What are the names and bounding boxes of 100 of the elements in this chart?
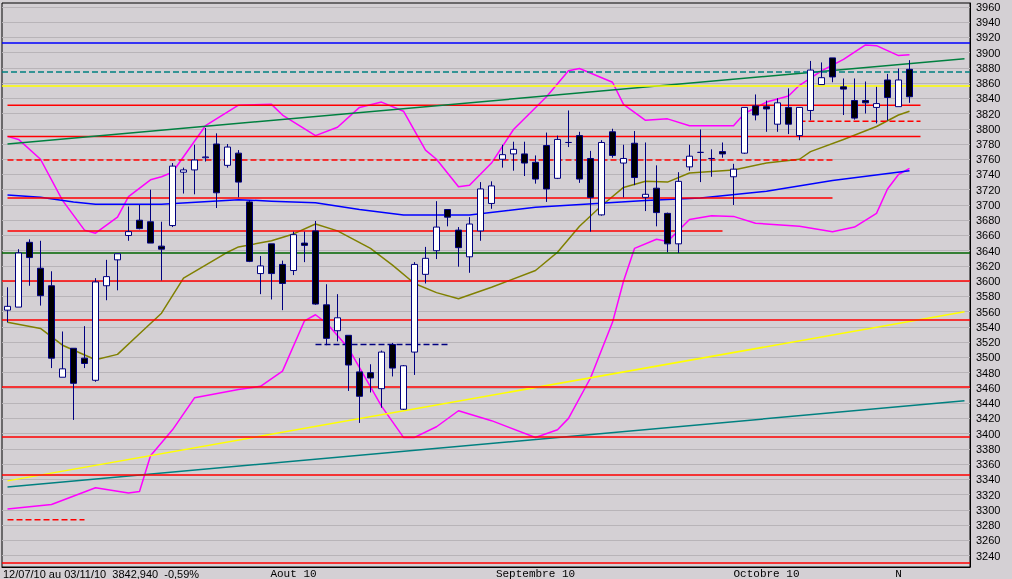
candlestick (796, 106, 803, 141)
candlestick (37, 240, 44, 307)
candlestick (587, 150, 594, 233)
candlestick (4, 286, 11, 323)
candlestick (70, 347, 77, 421)
y-tick-label: 3300 (976, 503, 1001, 516)
y-tick-label: 3720 (976, 183, 1001, 196)
candlestick (697, 129, 704, 183)
candlestick (807, 60, 814, 121)
candlestick (598, 139, 605, 217)
candlestick (840, 77, 847, 116)
y-tick-label: 3780 (976, 138, 1001, 150)
candlestick (818, 61, 825, 86)
candlestick (686, 144, 693, 172)
y-tick-label: 3420 (976, 412, 1001, 425)
candlestick (576, 131, 583, 184)
x-tick-label: Septembre 10 (495, 567, 576, 579)
candlestick (334, 293, 341, 342)
y-tick-label: 3600 (976, 275, 1001, 288)
candlestick (367, 363, 374, 393)
y-tick-label: 3820 (976, 107, 1001, 120)
candlestick (26, 238, 33, 287)
candlestick (444, 209, 451, 227)
y-tick-label: 3500 (976, 351, 1001, 364)
candlestick (15, 248, 22, 308)
candlestick (378, 350, 385, 409)
candlestick (906, 59, 913, 104)
y-tick-label: 3400 (976, 427, 1001, 440)
candlestick (488, 180, 495, 210)
y-tick-label: 3560 (976, 305, 1001, 318)
candlestick (609, 128, 616, 159)
y-tick-label: 3760 (976, 153, 1001, 166)
candlestick (59, 330, 66, 378)
line-series (6, 44, 911, 234)
candlestick (752, 93, 759, 121)
x-tick-label: Aout 10 (270, 567, 317, 579)
text: 12/07/10 au 03/11/10 3842,940 -0,59% (3, 567, 200, 579)
y-tick-label: 3740 (976, 168, 1001, 181)
y-tick-label: 3940 (976, 16, 1001, 29)
line-series (6, 110, 911, 361)
x-tick-label: Octobre 10 (733, 567, 800, 579)
y-tick-label: 3680 (976, 214, 1001, 227)
candlestick (741, 106, 748, 155)
candlestick (422, 246, 429, 284)
candlestick (774, 97, 781, 133)
candlestick (873, 86, 880, 124)
y-tick-label: 3260 (976, 534, 1001, 547)
candlestick (114, 253, 121, 291)
y-tick-label: 3340 (976, 473, 1001, 486)
candlestick (708, 148, 715, 178)
y-tick-label: 3960 (976, 0, 1001, 13)
y-tick-label: 3920 (976, 31, 1001, 44)
x-tick-label: N (895, 567, 902, 579)
candlestick (235, 149, 242, 198)
candlestick (653, 164, 660, 227)
candlestick (92, 277, 99, 383)
candlestick (631, 130, 638, 186)
candlestick (400, 364, 407, 411)
candlestick (312, 220, 319, 306)
y-tick-label: 3320 (976, 488, 1001, 501)
candlestick (356, 357, 363, 424)
candlestick (763, 100, 770, 133)
candlestick (510, 141, 517, 172)
candlestick (191, 144, 198, 195)
candlestick (180, 167, 187, 195)
candlestick (499, 144, 506, 169)
candlestick (268, 243, 275, 300)
candlestick (620, 144, 627, 198)
y-tick-label: 3480 (976, 366, 1001, 379)
candlestick (136, 204, 143, 230)
candlestick (664, 212, 671, 253)
candlestick (719, 141, 726, 159)
y-tick-label: 3440 (976, 397, 1001, 410)
candlestick (554, 135, 561, 180)
y-tick-label: 3540 (976, 320, 1001, 333)
candlestick (532, 154, 539, 185)
candlestick (125, 206, 132, 242)
candlestick (895, 68, 902, 108)
y-tick-label: 3580 (976, 290, 1001, 303)
candlestick (103, 259, 110, 301)
candlestick (466, 216, 473, 274)
line-series (6, 169, 911, 216)
candlestick (202, 127, 209, 163)
candlestick (862, 81, 869, 115)
candlestick (675, 171, 682, 254)
candlestick (730, 163, 737, 206)
y-tick-label: 3640 (976, 244, 1001, 257)
candlestick (246, 199, 253, 263)
y-tick-label: 3360 (976, 458, 1001, 471)
line-series (6, 167, 911, 510)
y-tick-label: 3860 (976, 77, 1001, 90)
candlestick (851, 77, 858, 121)
y-tick-label: 3700 (976, 198, 1001, 211)
candlestick (279, 260, 286, 311)
candlestick (565, 109, 572, 148)
candlestick (147, 189, 154, 244)
y-tick-label: 3880 (976, 61, 1001, 74)
y-tick-label: 3660 (976, 229, 1001, 242)
y-tick-label: 3460 (976, 381, 1001, 394)
y-tick-label: 3280 (976, 519, 1001, 532)
